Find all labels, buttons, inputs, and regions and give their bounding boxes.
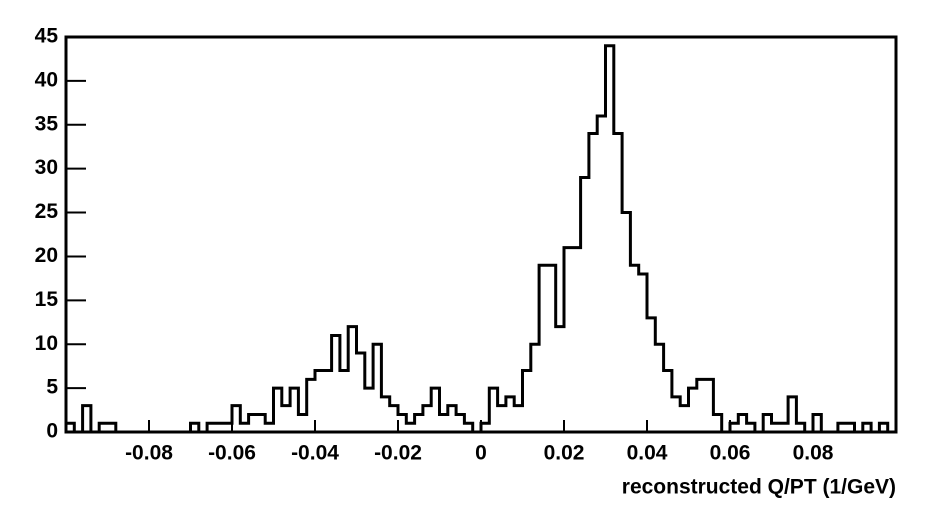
plot-frame — [64, 35, 898, 434]
histogram-bin — [365, 388, 373, 432]
x-tick-label: 0.06 — [710, 442, 751, 465]
x-tick-label: 0.04 — [627, 442, 668, 465]
histogram-bin — [556, 327, 564, 432]
y-tick-label: 45 — [35, 25, 59, 48]
histogram-bin — [630, 265, 638, 432]
x-tick-label: 0.08 — [793, 442, 834, 465]
y-tick-label: 35 — [35, 112, 59, 135]
x-tick-label: -0.06 — [208, 442, 256, 465]
y-tick-label: 0 — [46, 420, 58, 443]
x-tick-label: 0 — [475, 442, 487, 465]
y-tick-label: 30 — [35, 156, 58, 179]
x-tick-label: 0.02 — [544, 442, 585, 465]
x-axis-title: reconstructed Q/PT (1/GeV) — [622, 476, 896, 499]
y-tick-label: 5 — [46, 376, 58, 399]
histogram-bin — [298, 414, 306, 432]
y-tick-label: 15 — [35, 288, 59, 311]
y-tick-label: 10 — [35, 332, 58, 355]
histogram-bin — [680, 406, 688, 432]
x-tick-label: -0.02 — [374, 442, 422, 465]
y-tick-label: 25 — [35, 200, 59, 223]
histogram-bin — [498, 406, 506, 432]
histogram-bin — [440, 414, 448, 432]
x-tick-label: -0.08 — [125, 442, 173, 465]
histogram-bin — [514, 406, 522, 432]
histogram-bin — [340, 371, 348, 432]
histogram-bin — [323, 371, 331, 432]
histogram-bin — [282, 406, 290, 432]
x-tick-label: -0.04 — [291, 442, 339, 465]
y-tick-label: 40 — [35, 68, 58, 91]
histogram-bin — [597, 116, 605, 432]
histogram-bin — [572, 248, 580, 432]
histogram-outline — [64, 44, 896, 434]
y-tick-label: 20 — [35, 244, 58, 267]
